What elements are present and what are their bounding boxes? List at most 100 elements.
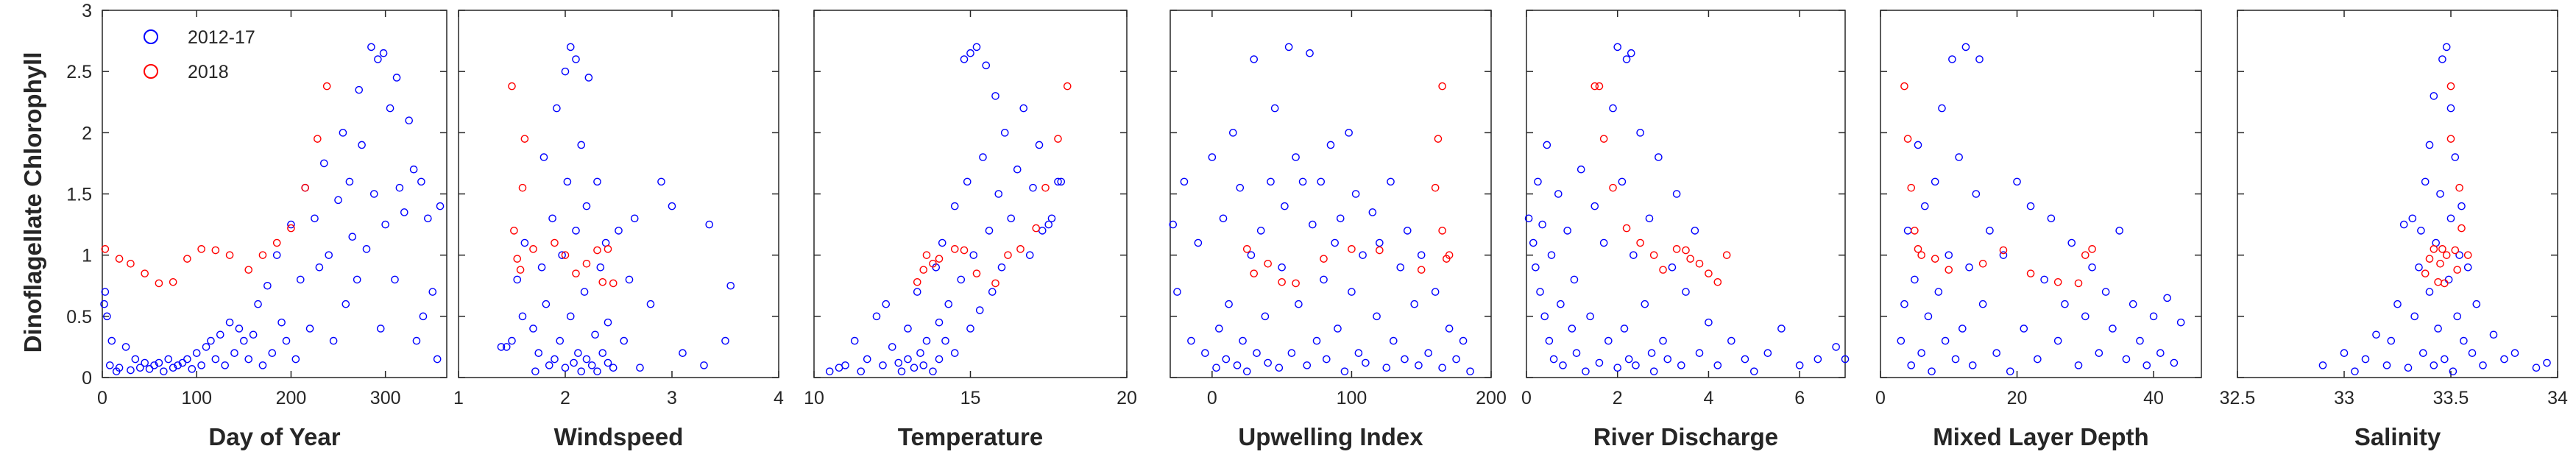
data-point: [609, 279, 618, 288]
data-point: [1173, 288, 1181, 296]
data-point: [2434, 325, 2442, 333]
data-point: [1340, 367, 1349, 375]
data-point: [1256, 227, 1265, 235]
x-tick-label: 20: [2007, 388, 2028, 408]
data-point: [1948, 55, 1956, 63]
data-point: [1577, 165, 1585, 174]
data-point: [1362, 358, 1370, 367]
data-point: [919, 266, 928, 274]
data-point: [897, 367, 906, 375]
data-point: [1270, 104, 1279, 113]
axes-frame: [813, 10, 1128, 378]
data-point: [1434, 135, 1443, 143]
data-point: [1445, 251, 1454, 259]
data-point: [2458, 202, 2466, 210]
series-2018: [101, 82, 331, 288]
data-point: [258, 251, 267, 259]
data-point: [2034, 355, 2042, 364]
data-point: [1452, 355, 1460, 364]
legend-marker-2018: [144, 64, 158, 79]
data-point: [1415, 361, 1423, 369]
data-point: [1941, 336, 1950, 345]
data-point: [230, 349, 238, 358]
data-point: [436, 202, 445, 210]
data-point: [1649, 251, 1658, 259]
data-point: [1763, 349, 1772, 358]
data-point: [2415, 263, 2423, 272]
x-tick-label: 33: [2334, 388, 2354, 408]
data-point: [2410, 312, 2418, 321]
data-point: [1928, 367, 1936, 375]
data-point: [556, 336, 565, 345]
data-point: [1557, 300, 1565, 308]
x-tick-label: 10: [804, 388, 824, 408]
series-2018: [1242, 82, 1454, 288]
x-tick-label: 1: [453, 388, 464, 408]
panel-1: 0 100 200 300 0 0.5 1 1.5 2 2.5 3 Day of Year: [66, 1, 447, 450]
data-point: [1417, 266, 1426, 274]
data-point: [244, 355, 253, 364]
data-point: [620, 336, 629, 345]
x-tick-label: 0: [1207, 388, 1217, 408]
data-point: [424, 214, 432, 223]
data-point: [1317, 177, 1326, 186]
data-point: [1630, 251, 1638, 259]
data-point: [888, 343, 896, 351]
data-point: [561, 67, 570, 76]
x-tick-label: 0: [1875, 388, 1886, 408]
data-point: [894, 358, 903, 367]
data-point: [1599, 135, 1608, 143]
data-point: [1945, 251, 1953, 259]
data-point: [2399, 220, 2408, 229]
data-point: [1041, 183, 1050, 192]
data-point: [345, 177, 354, 186]
data-point: [997, 263, 1006, 272]
data-point: [609, 364, 618, 372]
x-tick-label: 6: [1794, 388, 1805, 408]
data-point: [400, 208, 408, 216]
data-point: [508, 336, 516, 345]
data-point: [879, 361, 887, 369]
data-point: [1345, 129, 1353, 137]
data-point: [141, 358, 149, 367]
data-point: [2074, 279, 2083, 288]
data-point: [2417, 227, 2425, 235]
data-point: [1013, 165, 1022, 174]
data-point: [1903, 227, 1912, 235]
x-axis-label: Mixed Layer Depth: [1933, 423, 2148, 450]
data-point: [668, 202, 676, 210]
data-point: [2532, 364, 2541, 372]
data-point: [988, 288, 997, 296]
x-tick-label: 200: [1476, 388, 1507, 408]
data-point: [127, 260, 135, 268]
data-point: [1222, 355, 1231, 364]
data-point: [596, 263, 605, 272]
x-tick-label: 2: [1613, 388, 1623, 408]
data-point: [1934, 288, 1943, 296]
data-point: [1019, 104, 1028, 113]
data-point: [296, 275, 305, 284]
data-point: [1250, 55, 1259, 63]
data-point: [518, 183, 527, 192]
data-point: [1599, 238, 1608, 247]
data-point: [272, 238, 281, 247]
data-point: [910, 364, 919, 372]
panel-3: 10 15 20 Temperature: [804, 10, 1137, 450]
x-tick-label: 3: [667, 388, 677, 408]
data-point: [1917, 349, 1925, 358]
data-point: [1590, 82, 1599, 91]
data-point: [1387, 177, 1395, 186]
data-point: [268, 349, 277, 358]
data-point: [1348, 288, 1356, 296]
data-point: [305, 325, 314, 333]
data-point: [1225, 300, 1233, 308]
data-point: [913, 277, 921, 286]
data-point: [1609, 183, 1617, 192]
data-point: [1972, 190, 1981, 198]
series-2012-17: [497, 43, 735, 375]
data-point: [379, 49, 388, 57]
data-point: [561, 251, 570, 259]
data-point: [315, 263, 324, 272]
data-point: [584, 74, 593, 82]
y-tick-label: 1: [82, 246, 92, 266]
